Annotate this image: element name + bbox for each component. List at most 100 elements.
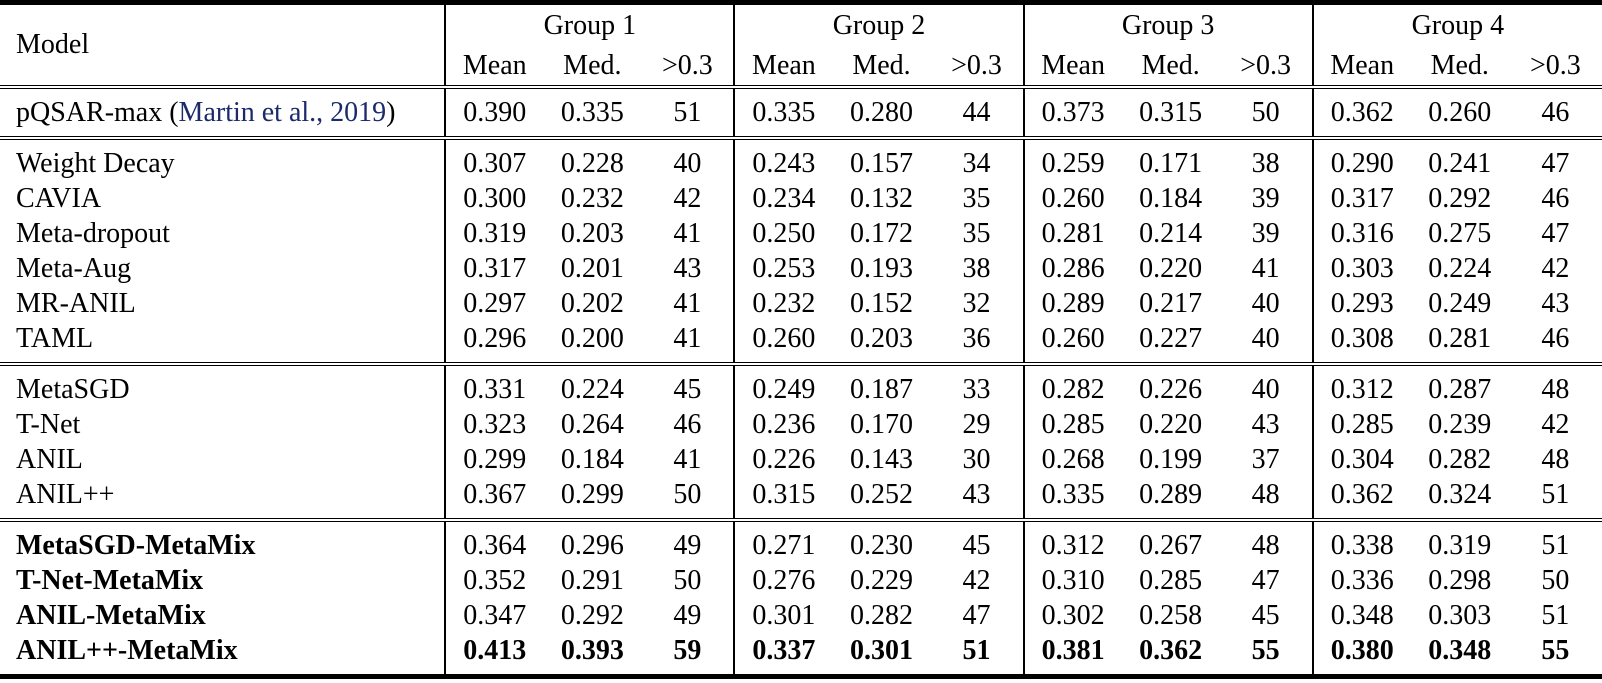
value-cell: 0.390 — [444, 85, 544, 138]
value-cell: 45 — [930, 518, 1024, 563]
value-cell: 0.282 — [1022, 362, 1122, 407]
value-cell: 0.393 — [560, 635, 624, 666]
model-name: MetaSGD-MetaMix — [0, 518, 446, 563]
model-name: Meta-dropout — [16, 218, 170, 249]
table-row: pQSAR-max (Martin et al., 2019) 0.390 0.33… — [0, 85, 1602, 138]
value-cell: 47 — [1508, 136, 1602, 181]
value-cell: 0.271 — [733, 518, 833, 563]
group-header-1: Group 1 — [444, 2, 735, 47]
model-name-text: pQSAR-max ( — [16, 97, 179, 128]
value-cell: 29 — [962, 409, 991, 440]
value-cell: 32 — [962, 288, 991, 319]
value-cell: 0.234 — [733, 181, 833, 216]
value-cell: 0.287 — [1410, 362, 1509, 407]
value-cell: 0.226 — [733, 442, 833, 477]
metric-header-gt03: >0.3 — [1529, 50, 1581, 81]
value-cell: 0.303 — [1428, 600, 1492, 631]
value-cell: 0.315 — [733, 477, 833, 520]
group-header-row: Model Group 1 Group 2 Group 3 Group 4 — [0, 2, 1602, 60]
value-cell: 0.241 — [1410, 136, 1509, 181]
value-cell: 38 — [1219, 136, 1313, 181]
value-cell: 0.347 — [444, 598, 544, 633]
value-cell: 50 — [1541, 565, 1570, 596]
group-header-2: Group 2 — [733, 2, 1024, 47]
metric-header-mean: Mean — [1022, 47, 1122, 87]
value-cell: 0.200 — [560, 323, 624, 354]
value-cell: 0.289 — [1022, 286, 1122, 321]
value-cell: 0.336 — [1311, 563, 1411, 598]
model-name: ANIL-MetaMix — [16, 600, 206, 631]
value-cell: 0.331 — [444, 362, 544, 407]
value-cell: 0.300 — [444, 181, 544, 216]
model-name: T-Net — [16, 409, 81, 440]
value-cell: 0.298 — [1428, 565, 1492, 596]
table-row: CAVIA 0.300 0.232 42 0.234 0.132 35 0.260 0.184 3… — [0, 181, 1602, 216]
table-row: T-Net-MetaMix 0.352 0.291 50 0.276 0.229 42 0.3… — [0, 563, 1602, 598]
value-cell: 0.268 — [1022, 442, 1122, 477]
value-cell: 42 — [673, 183, 702, 214]
value-cell: 0.229 — [849, 565, 913, 596]
value-cell: 0.307 — [444, 136, 544, 181]
table-header: Model Group 1 Group 2 Group 3 Group 4 Me… — [0, 2, 1602, 87]
value-cell: 0.203 — [560, 218, 624, 249]
value-cell: 0.285 — [1311, 407, 1411, 442]
value-cell: 0.184 — [560, 444, 624, 475]
value-cell: 50 — [1219, 85, 1313, 138]
value-cell: 0.232 — [733, 286, 833, 321]
value-cell: 35 — [962, 218, 991, 249]
metric-header-med: Med. — [1430, 50, 1489, 81]
model-name: CAVIA — [16, 183, 102, 214]
value-cell: 0.303 — [1311, 251, 1411, 286]
value-cell: 51 — [1541, 600, 1570, 631]
value-cell: 0.201 — [560, 253, 624, 284]
value-cell: 0.227 — [1139, 323, 1203, 354]
table-row: MR-ANIL 0.297 0.202 41 0.232 0.152 32 0.289 0.21… — [0, 286, 1602, 321]
model-name-text: ) — [386, 97, 396, 128]
table-section-4: MetaSGD-MetaMix 0.364 0.296 49 0.271 0.230 45 0… — [0, 518, 1602, 677]
metric-header-mean: Mean — [1311, 47, 1411, 87]
value-cell: 34 — [930, 136, 1024, 181]
value-cell: 41 — [1251, 253, 1280, 284]
value-cell: 0.296 — [543, 518, 642, 563]
value-cell: 51 — [962, 635, 991, 666]
value-cell: 0.299 — [560, 479, 624, 510]
citation-link[interactable]: Martin et al., 2019 — [178, 97, 387, 128]
value-cell: 51 — [1541, 479, 1570, 510]
value-cell: 0.335 — [733, 85, 833, 138]
value-cell: 0.252 — [849, 479, 913, 510]
metric-header-med: Med. — [1141, 50, 1200, 81]
value-cell: 33 — [930, 362, 1024, 407]
value-cell: 0.324 — [1428, 479, 1492, 510]
table-row: MetaSGD-MetaMix 0.364 0.296 49 0.271 0.230 45 0… — [0, 518, 1602, 563]
value-cell: 0.187 — [832, 362, 931, 407]
value-cell: 0.362 — [1139, 635, 1203, 666]
value-cell: 0.285 — [1139, 565, 1203, 596]
value-cell: 0.317 — [1311, 181, 1411, 216]
value-cell: 0.335 — [1022, 477, 1122, 520]
value-cell: 35 — [962, 183, 991, 214]
value-cell: 0.319 — [1410, 518, 1509, 563]
value-cell: 0.317 — [444, 251, 544, 286]
value-cell: 0.132 — [849, 183, 913, 214]
value-cell: 0.348 — [1311, 598, 1411, 633]
value-cell: 0.249 — [733, 362, 833, 407]
table-row: ANIL++ 0.367 0.299 50 0.315 0.252 43 0.335 0.289… — [0, 477, 1602, 520]
table-section-1: pQSAR-max (Martin et al., 2019) 0.390 0.33… — [0, 85, 1602, 138]
column-header-model: Model — [16, 29, 90, 60]
value-cell: 0.315 — [1121, 85, 1220, 138]
value-cell: 55 — [1541, 635, 1570, 666]
value-cell: 0.348 — [1428, 635, 1492, 666]
value-cell: 0.217 — [1139, 288, 1203, 319]
value-cell: 0.362 — [1311, 477, 1411, 520]
value-cell: 0.297 — [444, 286, 544, 321]
value-cell: 0.258 — [1139, 600, 1203, 631]
value-cell: 48 — [1251, 479, 1280, 510]
model-name: TAML — [16, 323, 94, 354]
value-cell: 49 — [641, 518, 735, 563]
value-cell: 46 — [1541, 323, 1570, 354]
value-cell: 47 — [962, 600, 991, 631]
value-cell: 0.312 — [1311, 362, 1411, 407]
model-name: MR-ANIL — [16, 288, 136, 319]
value-cell: 45 — [1251, 600, 1280, 631]
